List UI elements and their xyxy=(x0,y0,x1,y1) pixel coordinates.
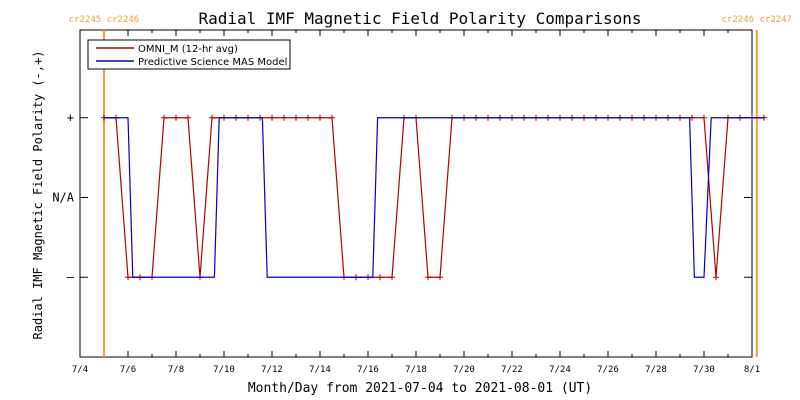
omni-point xyxy=(437,274,443,281)
x-tick-label: 7/22 xyxy=(501,365,523,375)
x-tick-label: 7/16 xyxy=(357,365,379,375)
legend-label-mas: Predictive Science MAS Model xyxy=(138,57,287,68)
y-tick-label: N/A xyxy=(52,190,74,204)
y-tick-label: + xyxy=(67,111,74,125)
omni-point xyxy=(173,114,179,121)
carrington-marker-label: cr2245 cr2246 xyxy=(69,15,139,25)
x-tick-label: 7/30 xyxy=(693,365,715,375)
omni-series-line xyxy=(104,117,764,278)
x-tick-label: 7/28 xyxy=(645,365,667,375)
omni-point xyxy=(185,114,191,121)
omni-point xyxy=(425,274,431,281)
x-tick-label: 7/18 xyxy=(405,365,427,375)
x-tick-label: 8/1 xyxy=(744,365,760,375)
omni-point xyxy=(317,114,323,121)
x-tick-label: 7/4 xyxy=(72,365,88,375)
x-tick-label: 7/20 xyxy=(453,365,475,375)
x-tick-label: 7/10 xyxy=(213,365,235,375)
omni-point xyxy=(209,114,215,121)
legend-box xyxy=(87,39,291,70)
chart-title: Radial IMF Magnetic Field Polarity Compa… xyxy=(198,9,641,28)
omni-point xyxy=(161,114,167,121)
x-tick-label: 7/8 xyxy=(168,365,184,375)
y-tick-label: – xyxy=(67,270,75,284)
omni-point xyxy=(713,274,719,281)
omni-point xyxy=(377,274,383,281)
legend: OMNI_M (12-hr avg) Predictive Science MA… xyxy=(87,39,291,70)
omni-point xyxy=(281,114,287,121)
omni-point xyxy=(293,114,299,121)
omni-point xyxy=(269,114,275,121)
x-tick-label: 7/26 xyxy=(597,365,619,375)
x-axis-label: Month/Day from 2021-07-04 to 2021-08-01 … xyxy=(248,381,592,396)
omni-point xyxy=(389,274,395,281)
legend-label-omni: OMNI_M (12-hr avg) xyxy=(138,44,238,55)
y-axis-label: Radial IMF Magnetic Field Polarity (-,+) xyxy=(31,51,45,340)
plot-frame xyxy=(79,29,753,358)
x-tick-label: 7/12 xyxy=(261,365,283,375)
carrington-marker-label: cr2246 cr2247 xyxy=(722,15,792,25)
omni-point xyxy=(329,114,335,121)
x-tick-label: 7/6 xyxy=(120,365,136,375)
omni-point xyxy=(125,274,131,281)
x-tick-label: 7/14 xyxy=(309,365,331,375)
omni-point xyxy=(305,114,311,121)
omni-point xyxy=(701,114,707,121)
mas-series-line xyxy=(104,117,764,278)
x-tick-label: 7/24 xyxy=(549,365,571,375)
